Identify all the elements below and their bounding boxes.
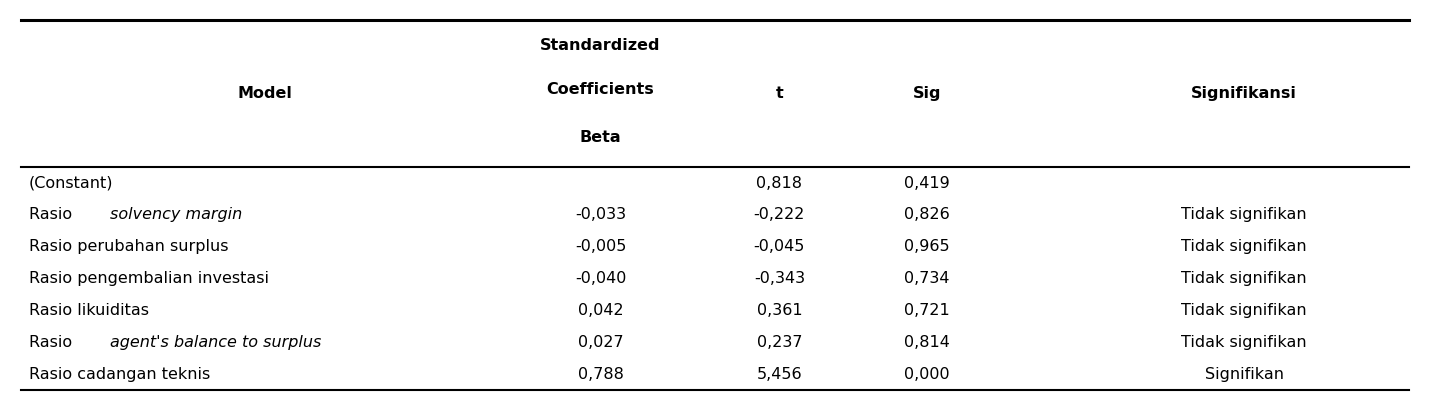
Text: 0,721: 0,721 [904,303,950,318]
Text: agent's balance to surplus: agent's balance to surplus [110,335,322,350]
Text: 0,965: 0,965 [904,239,950,254]
Text: Tidak signifikan: Tidak signifikan [1181,239,1307,254]
Text: Tidak signifikan: Tidak signifikan [1181,271,1307,286]
Text: Signifikan: Signifikan [1204,367,1284,382]
Text: 0,818: 0,818 [756,176,802,191]
Text: -0,222: -0,222 [754,207,805,222]
Text: -0,045: -0,045 [754,239,805,254]
Text: Tidak signifikan: Tidak signifikan [1181,335,1307,350]
Text: t: t [775,86,784,101]
Text: 0,788: 0,788 [578,367,623,382]
Text: -0,343: -0,343 [754,271,805,286]
Text: -0,040: -0,040 [575,271,626,286]
Text: 0,814: 0,814 [904,335,950,350]
Text: Rasio cadangan teknis: Rasio cadangan teknis [29,367,210,382]
Text: 0,237: 0,237 [756,335,802,350]
Text: 0,361: 0,361 [756,303,802,318]
Text: Tidak signifikan: Tidak signifikan [1181,207,1307,222]
Text: Signifikansi: Signifikansi [1191,86,1297,101]
Text: 0,042: 0,042 [578,303,623,318]
Text: Tidak signifikan: Tidak signifikan [1181,303,1307,318]
Text: Sig: Sig [912,86,941,101]
Text: 0,826: 0,826 [904,207,950,222]
Text: (Constant): (Constant) [29,176,113,191]
Text: Standardized: Standardized [541,38,661,53]
Text: -0,033: -0,033 [575,207,626,222]
Text: Rasio pengembalian investasi: Rasio pengembalian investasi [29,271,269,286]
Text: 0,419: 0,419 [904,176,950,191]
Text: solvency margin: solvency margin [110,207,242,222]
Text: Rasio perubahan surplus: Rasio perubahan surplus [29,239,229,254]
Text: 5,456: 5,456 [756,367,802,382]
Text: Model: Model [237,86,292,101]
Text: 0,027: 0,027 [578,335,623,350]
Text: Rasio: Rasio [29,207,77,222]
Text: Rasio likuiditas: Rasio likuiditas [29,303,149,318]
Text: -0,005: -0,005 [575,239,626,254]
Text: 0,734: 0,734 [904,271,950,286]
Text: Rasio: Rasio [29,335,77,350]
Text: 0,000: 0,000 [904,367,950,382]
Text: Coefficients: Coefficients [546,82,655,97]
Text: Beta: Beta [579,130,622,145]
